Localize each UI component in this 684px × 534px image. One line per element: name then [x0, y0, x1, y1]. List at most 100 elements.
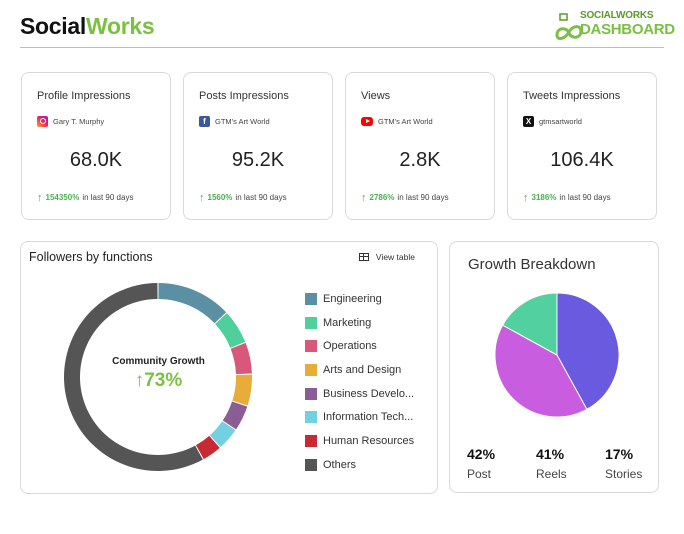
legend-label: Business Develo...: [323, 387, 415, 400]
followers-panel-title: Followers by functions: [29, 250, 153, 264]
legend-item-arts-and-design: Arts and Design: [305, 358, 414, 382]
arrow-up-icon: ↑: [37, 191, 43, 204]
kpi-change-suffix: in last 90 days: [559, 193, 611, 202]
kpi-card-views: Views GTM's Art World 2.8K ↑ 2786% in la…: [345, 72, 495, 220]
pie-slice-reels: [494, 324, 588, 418]
legend-label: Operations: [323, 340, 377, 353]
legend-label: Information Tech...: [323, 411, 414, 424]
kpi-source: GTM's Art World: [361, 114, 433, 128]
kpi-card-posts-impressions: Posts Impressions f GTM's Art World 95.2…: [183, 72, 333, 220]
followers-by-functions-panel: Followers by functions View table Commun…: [20, 241, 438, 494]
kpi-change-pct: 1560%: [207, 193, 233, 202]
arrow-up-icon: ↑: [134, 370, 145, 391]
stat-label: Reels: [536, 467, 567, 481]
legend-swatch: [305, 292, 317, 305]
legend-item-information-tech: Information Tech...: [305, 405, 414, 429]
growth-breakdown-panel: Growth Breakdown 42% Post 41% Reels 17% …: [449, 241, 659, 493]
arrow-up-icon: ↑: [199, 191, 205, 204]
legend-item-engineering: Engineering: [305, 287, 414, 311]
kpi-source-name: GTM's Art World: [215, 116, 270, 126]
kpi-title: Profile Impressions: [37, 90, 131, 102]
pie-slice-stories: [501, 292, 558, 356]
dashboard-logo: SOCIALWORKS DASHBOARD: [554, 10, 675, 42]
legend-label: Engineering: [323, 292, 382, 305]
legend-item-others: Others: [305, 453, 414, 477]
kpi-source: f GTM's Art World: [199, 114, 270, 128]
legend-swatch: [305, 340, 317, 353]
growth-stat-stories: 17% Stories: [605, 446, 665, 481]
kpi-change: ↑ 3186% in last 90 days: [523, 191, 611, 204]
legend-swatch: [305, 411, 317, 424]
followers-donut-chart: [63, 283, 252, 471]
kpi-change-suffix: in last 90 days: [397, 193, 449, 202]
donut-slice-others: [63, 283, 203, 471]
legend-label: Marketing: [323, 316, 372, 329]
view-table-button[interactable]: View table: [358, 252, 415, 262]
donut-slice-business-develo: [222, 401, 248, 430]
kpi-title: Posts Impressions: [199, 90, 289, 102]
donut-slice-operations: [230, 342, 252, 375]
kpi-title: Tweets Impressions: [523, 90, 621, 102]
growth-pie-chart: [494, 292, 620, 418]
kpi-change-pct: 3186%: [531, 193, 557, 202]
legend-label: Others: [323, 458, 357, 471]
donut-center-value-text: 73%: [144, 370, 183, 391]
kpi-value: 68.0K: [69, 149, 123, 171]
donut-slice-marketing: [215, 313, 246, 348]
stat-value: 41%: [536, 446, 565, 462]
donut-center-label: Community Growth: [112, 356, 205, 367]
kpi-card-profile-impressions: Profile Impressions Gary T. Murphy 68.0K…: [21, 72, 171, 220]
view-table-label: View table: [375, 252, 415, 262]
kpi-source-name: Gary T. Murphy: [53, 116, 105, 126]
legend-swatch: [305, 434, 317, 447]
growth-stat-reels: 41% Reels: [536, 446, 596, 481]
legend-label: Human Resources: [323, 434, 415, 447]
youtube-icon: [361, 116, 373, 126]
legend-swatch: [305, 316, 317, 329]
donut-slice-human-resources: [195, 435, 220, 460]
kpi-source-name: gtmsartworld: [539, 116, 582, 126]
kpi-value: 2.8K: [399, 149, 441, 171]
legend-label: Arts and Design: [323, 363, 402, 376]
stat-label: Post: [467, 467, 492, 481]
followers-legend: Engineering Marketing Operations Arts and D…: [305, 287, 414, 477]
arrow-up-icon: ↑: [361, 191, 367, 204]
legend-item-business-develo: Business Develo...: [305, 382, 414, 406]
kpi-title: Views: [361, 90, 391, 102]
app-header: SocialWorks SOCIALWORKS DASHBOARD: [20, 10, 675, 48]
brand-title-part2: Works: [85, 13, 155, 39]
growth-panel-title: Growth Breakdown: [468, 256, 596, 273]
kpi-change-suffix: in last 90 days: [82, 193, 134, 202]
logo-line2: DASHBOARD: [580, 21, 675, 38]
kpi-value: 106.4K: [550, 149, 614, 171]
kpi-source: Gary T. Murphy: [37, 114, 104, 128]
stat-label: Stories: [605, 467, 643, 481]
donut-center-value: ↑73%: [111, 370, 206, 392]
x-icon: X: [523, 115, 534, 127]
legend-swatch: [305, 387, 317, 400]
logo-line1: SOCIALWORKS: [580, 10, 654, 21]
kpi-value: 95.2K: [231, 149, 285, 171]
facebook-icon: f: [199, 115, 210, 127]
legend-item-operations: Operations: [305, 334, 414, 358]
donut-slice-arts-and-design: [232, 374, 252, 406]
kpi-change-suffix: in last 90 days: [235, 193, 287, 202]
kpi-change: ↑ 2786% in last 90 days: [361, 191, 449, 204]
stat-value: 17%: [605, 446, 634, 462]
kpi-change-pct: 154350%: [45, 193, 80, 202]
pie-slice-post: [556, 292, 620, 411]
brand-title: SocialWorks: [20, 13, 155, 40]
table-icon: [358, 253, 369, 261]
kpi-change-pct: 2786%: [369, 193, 395, 202]
kpi-change: ↑ 1560% in last 90 days: [199, 191, 287, 204]
instagram-icon: [37, 115, 48, 127]
kpi-card-tweets-impressions: Tweets Impressions X gtmsartworld 106.4K…: [507, 72, 657, 220]
kpi-source: X gtmsartworld: [523, 114, 582, 128]
legend-item-human-resources: Human Resources: [305, 429, 414, 453]
donut-slice-engineering: [158, 283, 227, 324]
legend-swatch: [305, 363, 317, 376]
stat-value: 42%: [467, 446, 496, 462]
arrow-up-icon: ↑: [523, 191, 529, 204]
logo-mark-icon: [555, 13, 583, 41]
kpi-source-name: GTM's Art World: [378, 116, 433, 126]
